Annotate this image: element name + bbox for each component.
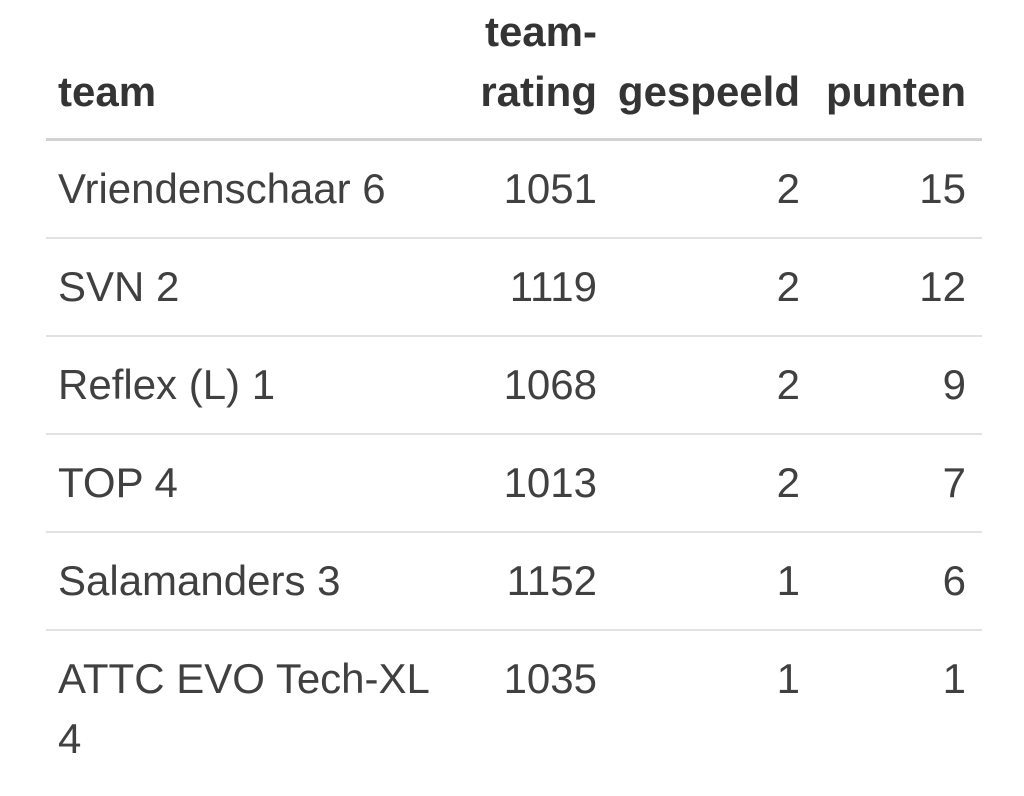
table-row: Vriendenschaar 6 1051 2 15 bbox=[46, 139, 982, 239]
gespeeld-cell: 2 bbox=[597, 434, 800, 533]
column-header-gespeeld: gespeeld bbox=[597, 0, 800, 141]
table-body: Vriendenschaar 6 1051 2 15 SVN 2 1119 2 … bbox=[46, 139, 982, 788]
table-row: Salamanders 3 1152 1 6 bbox=[46, 532, 982, 631]
team-rating-cell: 1119 bbox=[438, 238, 597, 337]
punten-cell: 15 bbox=[800, 139, 982, 239]
team-name-cell: TOP 4 bbox=[46, 434, 438, 533]
punten-cell: 6 bbox=[800, 532, 982, 631]
table-row: SVN 2 1119 2 12 bbox=[46, 238, 982, 337]
table-row: TOP 4 1013 2 7 bbox=[46, 434, 982, 533]
gespeeld-cell: 2 bbox=[597, 336, 800, 435]
punten-cell: 1 bbox=[942, 655, 966, 702]
team-name-cell: Salamanders 3 bbox=[46, 532, 438, 631]
column-header-punten: punten bbox=[800, 0, 982, 141]
team-name-cell: ATTC EVO Tech-XL 4 bbox=[58, 655, 429, 762]
table-row: Reflex (L) 1 1068 2 9 bbox=[46, 336, 982, 435]
punten-cell: 12 bbox=[800, 238, 982, 337]
team-name-cell: Reflex (L) 1 bbox=[46, 336, 438, 435]
gespeeld-cell: 2 bbox=[597, 139, 800, 239]
gespeeld-cell: 1 bbox=[776, 655, 800, 702]
gespeeld-cell: 2 bbox=[597, 238, 800, 337]
column-header-team: team bbox=[46, 0, 438, 141]
team-rating-cell: 1152 bbox=[438, 532, 597, 631]
table-row: ATTC EVO Tech-XL 4 1035 1 1 bbox=[46, 630, 982, 787]
column-header-team-rating: team-rating bbox=[438, 0, 597, 141]
punten-cell: 9 bbox=[800, 336, 982, 435]
team-rating-cell: 1013 bbox=[438, 434, 597, 533]
punten-cell: 7 bbox=[800, 434, 982, 533]
team-rating-cell: 1051 bbox=[438, 139, 597, 239]
team-name-cell: Vriendenschaar 6 bbox=[46, 139, 438, 239]
gespeeld-cell: 1 bbox=[597, 532, 800, 631]
standings-table: team team-rating gespeeld punten Vriende… bbox=[46, 0, 982, 787]
team-rating-cell: 1035 bbox=[503, 655, 597, 702]
table-header-row: team team-rating gespeeld punten bbox=[46, 0, 982, 141]
team-rating-cell: 1068 bbox=[438, 336, 597, 435]
team-name-cell: SVN 2 bbox=[46, 238, 438, 337]
